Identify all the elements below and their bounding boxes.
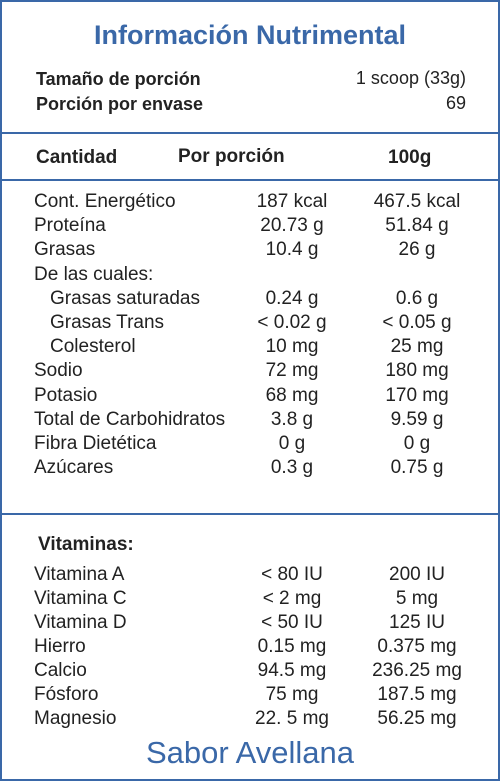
nutrient-name: Proteína	[34, 215, 106, 237]
nutrient-name: Vitamina C	[34, 588, 127, 609]
nutrient-per-serving: 10 mg	[265, 336, 319, 358]
nutrient-per-serving: 75 mg	[265, 684, 319, 705]
nutrient-name: Grasas saturadas	[50, 287, 200, 309]
nutrient-per-serving: 20.73 g	[260, 215, 324, 237]
nutrient-per-serving: 0.24 g	[265, 287, 319, 309]
nutrient-per-100g: 0.75 g	[390, 457, 444, 479]
nutrient-per-serving: 10.4 g	[265, 239, 319, 261]
nutrient-name: Cont. Energético	[34, 191, 176, 212]
vitamins-heading: Vitaminas:	[38, 534, 134, 555]
nutrient-per-100g: 5 mg	[395, 588, 439, 609]
nutrient-name: Vitamina A	[34, 564, 125, 585]
nutrient-per-100g: 25 mg	[390, 336, 444, 358]
serving-size-label: Tamaño de porción	[36, 69, 201, 89]
nutrient-per-100g: 467.5 kcal	[373, 191, 461, 212]
nutrient-per-100g: 180 mg	[385, 360, 449, 382]
nutrient-name: Calcio	[34, 660, 87, 681]
nutrient-per-100g: 0 g	[403, 433, 431, 454]
label-title: Información Nutrimental	[93, 20, 407, 50]
nutrient-per-serving: 68 mg	[265, 384, 319, 406]
nutrient-per-100g: 187.5 mg	[377, 684, 457, 705]
nutrient-per-serving: 94.5 mg	[257, 660, 327, 681]
nutrient-per-100g: 51.84 g	[385, 215, 449, 237]
nutrient-name: Azúcares	[34, 457, 114, 479]
nutrient-per-100g: 56.25 mg	[377, 708, 457, 729]
nutrient-per-100g: 26 g	[398, 239, 436, 261]
header-per-serving: Por porción	[178, 146, 285, 167]
nutrient-name: Sodio	[34, 360, 83, 382]
header-amount: Cantidad	[36, 147, 118, 168]
nutrient-per-100g: 0.6 g	[395, 287, 439, 309]
nutrient-per-serving: 0.15 mg	[257, 636, 327, 657]
nutrient-name: Colesterol	[50, 336, 136, 358]
nutrient-per-100g: 0.375 mg	[377, 636, 457, 657]
nutrient-per-serving: < 2 mg	[262, 588, 322, 609]
nutrient-per-serving: < 50 IU	[261, 612, 323, 633]
divider	[2, 132, 498, 134]
nutrient-per-serving: < 0.02 g	[257, 312, 327, 333]
flavor-name: Sabor Avellana	[146, 735, 354, 770]
nutrient-per-serving: 0.3 g	[270, 457, 314, 479]
header-per-100g: 100g	[388, 147, 432, 168]
nutrient-name: Grasas	[34, 239, 96, 261]
nutrient-per-serving: < 80 IU	[261, 564, 323, 585]
nutrient-name: Potasio	[34, 384, 98, 406]
nutrient-per-serving: 0 g	[278, 433, 306, 454]
nutrient-name: Total de Carbohidratos	[34, 408, 226, 430]
nutrient-per-serving: 3.8 g	[270, 408, 314, 430]
nutrient-per-100g: 125 IU	[389, 612, 445, 633]
nutrient-per-serving: 22. 5 mg	[255, 708, 329, 729]
nutrient-per-100g: 236.25 mg	[372, 660, 462, 681]
nutrient-name: Grasas Trans	[50, 312, 165, 333]
nutrient-name: De las cuales:	[34, 263, 154, 285]
divider	[2, 513, 498, 515]
servings-per-container-label: Porción por envase	[36, 94, 204, 114]
serving-size-value: 1 scoop (33g)	[355, 68, 466, 88]
nutrient-per-100g: 9.59 g	[390, 408, 444, 430]
nutrient-name: Magnesio	[34, 708, 117, 729]
nutrient-per-100g: < 0.05 g	[382, 312, 452, 333]
divider	[2, 179, 498, 181]
nutrient-name: Hierro	[34, 636, 86, 657]
nutrient-name: Fósforo	[34, 684, 99, 705]
nutrient-per-serving: 187 kcal	[256, 191, 328, 212]
nutrient-per-100g: 170 mg	[385, 384, 449, 406]
nutrient-per-serving: 72 mg	[265, 360, 319, 382]
servings-per-container-value: 69	[445, 93, 466, 113]
nutrient-per-100g: 200 IU	[389, 564, 445, 585]
nutrient-name: Fibra Dietética	[34, 433, 157, 454]
nutrient-name: Vitamina D	[34, 612, 127, 633]
